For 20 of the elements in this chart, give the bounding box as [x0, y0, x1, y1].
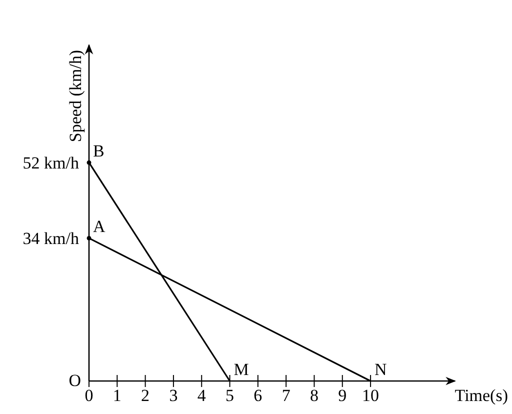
- x-tick-label: 7: [282, 386, 291, 405]
- x-tick-label: 4: [197, 386, 206, 405]
- annotation: N: [374, 360, 387, 379]
- x-tick-label: 3: [169, 386, 178, 405]
- y-axis-title: Speed (km/h): [66, 50, 85, 142]
- x-tick-label: 5: [226, 386, 234, 405]
- x-axis-title: Time(s): [454, 386, 508, 405]
- y-tick-label: 52 km/h: [22, 154, 80, 173]
- x-tick-label: 8: [310, 386, 318, 405]
- x-tick-label: 6: [254, 386, 262, 405]
- x-tick-label: 0: [84, 386, 94, 405]
- annotation: A: [93, 217, 106, 236]
- x-tick-label: 2: [141, 386, 150, 405]
- y-tick-label: 34 km/h: [22, 229, 80, 248]
- annotation: B: [93, 142, 104, 161]
- annotation: M: [234, 360, 249, 379]
- x-tick-label: 1: [112, 386, 122, 405]
- x-tick-label: 9: [338, 386, 347, 405]
- x-tick-label: 10: [362, 386, 380, 405]
- text: O: [68, 371, 81, 390]
